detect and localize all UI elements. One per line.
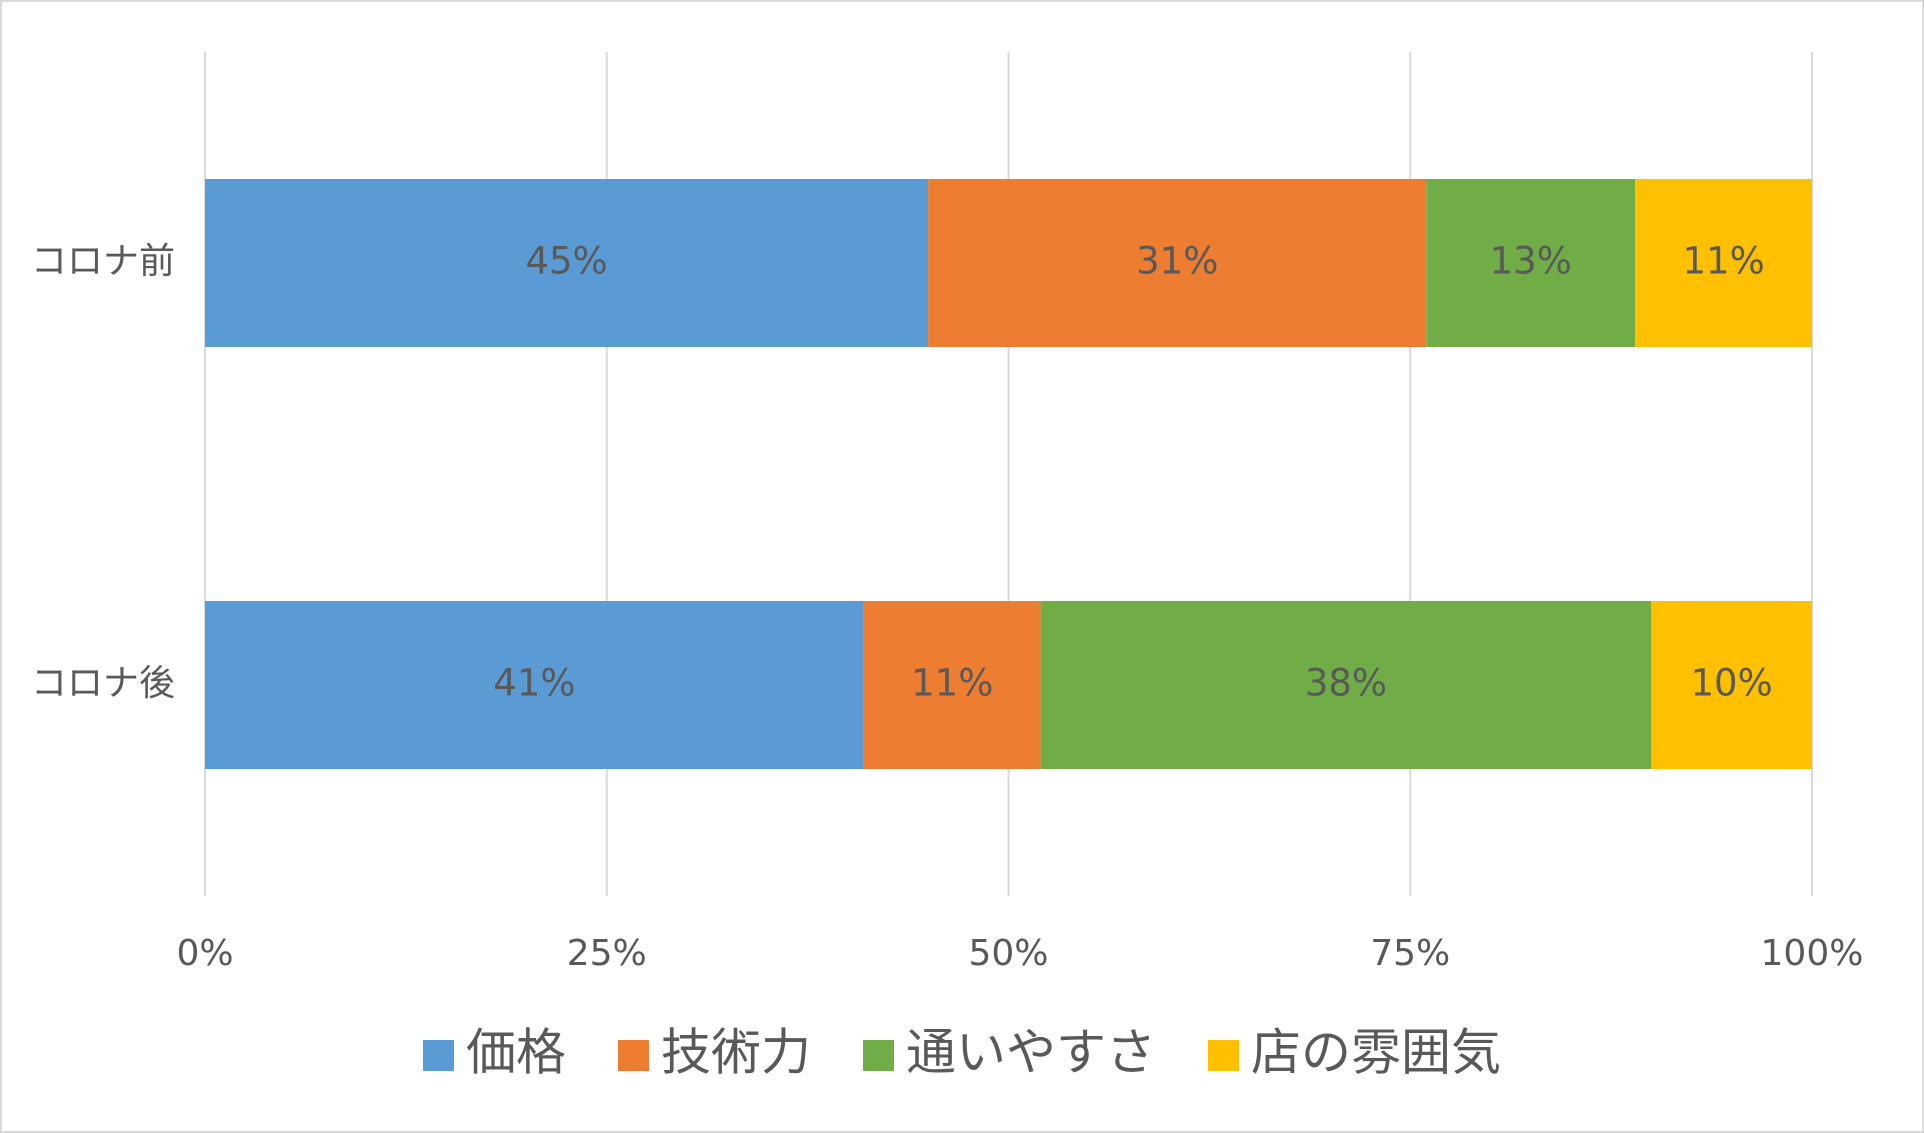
legend-swatch xyxy=(618,1040,649,1071)
x-tick-label: 75% xyxy=(1370,933,1450,974)
data-label: 10% xyxy=(1691,662,1773,705)
bar-segment xyxy=(205,601,864,769)
legend-swatch xyxy=(1208,1040,1239,1071)
x-tick-label: 100% xyxy=(1761,933,1864,974)
data-label: 31% xyxy=(1136,240,1218,283)
legend-label: 技術力 xyxy=(661,1024,811,1082)
x-tick-label: 0% xyxy=(176,933,233,974)
bar-segment xyxy=(1651,601,1812,769)
data-label: 11% xyxy=(911,662,993,705)
legend-label: 価格 xyxy=(466,1024,566,1082)
y-tick-label: コロナ前 xyxy=(31,241,175,282)
bar-segment xyxy=(928,179,1427,347)
data-label: 11% xyxy=(1682,240,1764,283)
bar-segment xyxy=(1635,179,1812,347)
data-label: 41% xyxy=(493,662,575,705)
x-tick-label: 25% xyxy=(567,933,647,974)
data-label: 38% xyxy=(1305,662,1387,705)
legend-swatch xyxy=(423,1040,454,1071)
y-tick-label: コロナ後 xyxy=(31,663,175,704)
x-tick-label: 50% xyxy=(968,933,1048,974)
bar-segment xyxy=(863,601,1041,769)
legend-label: 店の雰囲気 xyxy=(1251,1024,1501,1082)
bar-segment xyxy=(1040,601,1652,769)
bar-segment xyxy=(205,179,929,347)
data-label: 13% xyxy=(1490,240,1572,283)
legend-swatch xyxy=(863,1040,894,1071)
legend-label: 通いやすさ xyxy=(906,1024,1156,1082)
bar-segment xyxy=(1426,179,1636,347)
data-label: 45% xyxy=(525,240,607,283)
